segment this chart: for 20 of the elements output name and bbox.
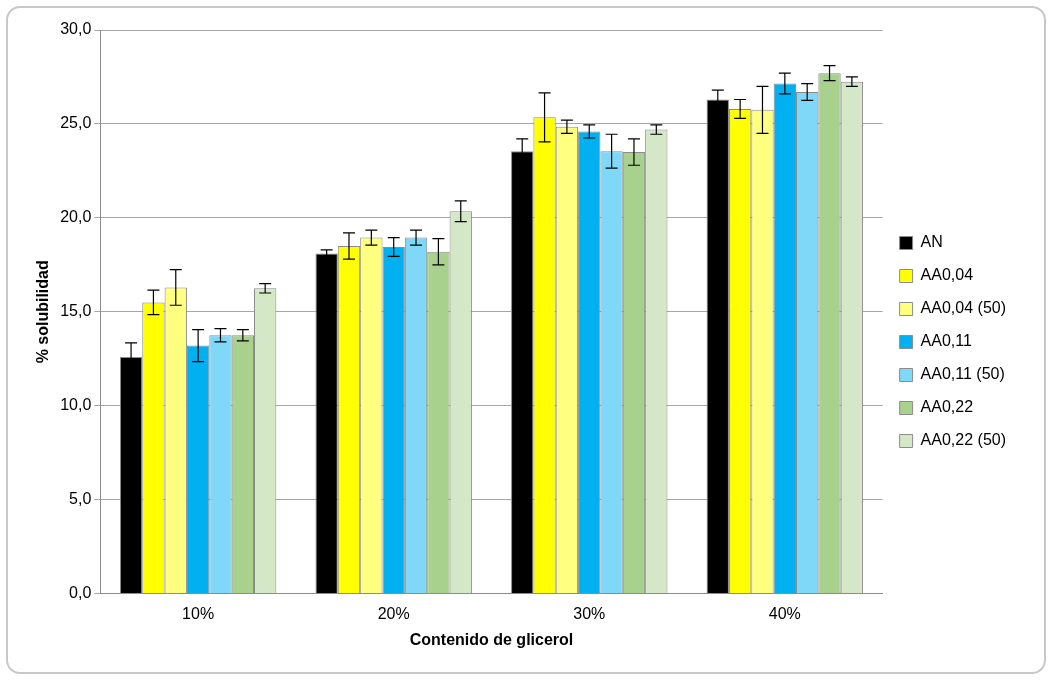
legend-label: AN bbox=[920, 233, 943, 251]
x-tick-label: 40% bbox=[768, 604, 801, 622]
x-tick-label: 30% bbox=[573, 604, 606, 622]
y-tick-label: 5,0 bbox=[69, 490, 92, 508]
legend-label: AA0,22 bbox=[920, 398, 974, 416]
y-tick-label: 15,0 bbox=[60, 302, 92, 320]
y-tick-label: 20,0 bbox=[60, 208, 92, 226]
y-tick-label: 25,0 bbox=[60, 114, 92, 132]
legend-label: AA0,11 (50) bbox=[920, 365, 1005, 383]
legend-label: AA0,11 bbox=[920, 332, 973, 350]
x-tick-label: 10% bbox=[182, 604, 215, 622]
y-axis-title: % solubilidad bbox=[34, 260, 52, 364]
x-axis-title: Contenido de glicerol bbox=[409, 630, 574, 648]
x-tick-label: 20% bbox=[377, 604, 410, 622]
legend-label: AA0,04 (50) bbox=[920, 299, 1007, 317]
legend-label: AA0,04 bbox=[920, 266, 974, 284]
y-tick-label: 30,0 bbox=[60, 20, 92, 38]
y-tick-label: 0,0 bbox=[69, 584, 92, 602]
y-tick-label: 10,0 bbox=[60, 396, 92, 414]
legend-label: AA0,22 (50) bbox=[920, 431, 1007, 449]
